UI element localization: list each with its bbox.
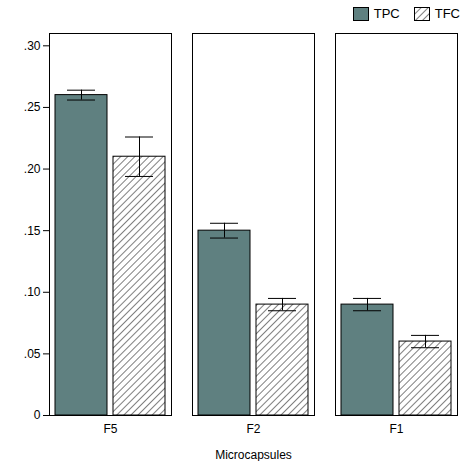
svg-text:F2: F2 — [246, 422, 260, 436]
svg-text:F1: F1 — [389, 422, 403, 436]
svg-text:.20: .20 — [24, 162, 41, 176]
svg-text:0: 0 — [34, 408, 41, 422]
svg-text:.25: .25 — [24, 100, 41, 114]
svg-text:.05: .05 — [24, 347, 41, 361]
svg-text:.30: .30 — [24, 39, 41, 53]
svg-text:F5: F5 — [103, 422, 117, 436]
html-text:TPC: TPC — [373, 6, 400, 21]
html-text:TFC: TFC — [434, 6, 460, 21]
svg-text:.10: .10 — [24, 285, 41, 299]
svg-text:Microcapsules: Microcapsules — [215, 448, 292, 462]
svg-text:.15: .15 — [24, 224, 41, 238]
